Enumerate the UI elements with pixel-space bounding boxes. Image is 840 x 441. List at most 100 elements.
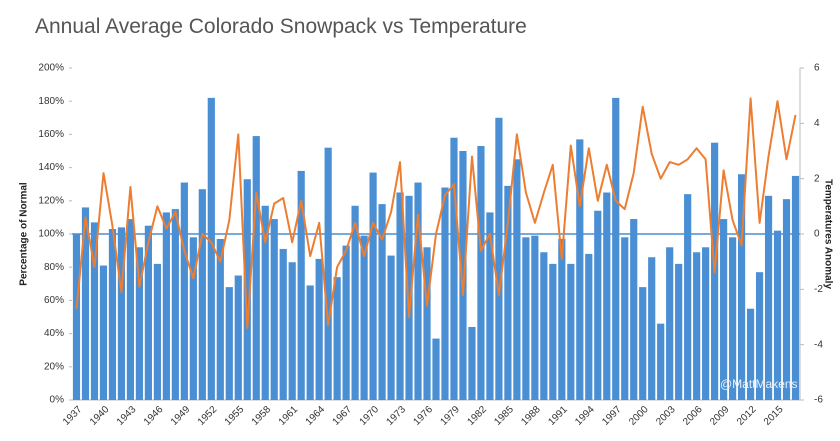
bar	[360, 235, 368, 400]
x-tick-label: 2009	[708, 404, 732, 428]
x-tick-label: 1949	[169, 404, 193, 428]
bar	[693, 252, 701, 400]
bar	[755, 272, 764, 400]
bar	[351, 205, 359, 400]
chart-title: Annual Average Colorado Snowpack vs Temp…	[35, 15, 527, 38]
y-tick-label: 120%	[38, 195, 64, 206]
bar	[558, 238, 566, 400]
bar	[657, 323, 665, 400]
bar	[585, 253, 593, 400]
bar	[666, 247, 674, 400]
y-tick-label: 60%	[44, 295, 64, 306]
bar	[225, 287, 233, 400]
bar	[603, 192, 611, 400]
bar	[270, 219, 278, 400]
bar	[342, 245, 350, 400]
bar	[764, 195, 773, 400]
bar	[459, 151, 467, 400]
y2-tick-label: -4	[814, 339, 823, 350]
y-tick-label: 0%	[50, 395, 65, 406]
x-tick-label: 2006	[681, 404, 705, 428]
bar	[234, 275, 242, 400]
y2-tick-label: 6	[814, 63, 820, 74]
bar	[171, 209, 179, 400]
bar	[782, 199, 791, 400]
y2-axis-title: Temperatures Anomaly	[822, 179, 833, 289]
x-tick-label: 1997	[600, 404, 624, 428]
y-tick-label: 180%	[38, 96, 64, 107]
bar	[306, 285, 314, 400]
bar	[180, 182, 188, 400]
y-tick-label: 20%	[44, 361, 64, 372]
bar	[261, 205, 269, 400]
y2-tick-label: 4	[814, 118, 820, 129]
bar	[126, 219, 135, 400]
y-tick-label: 40%	[44, 328, 64, 339]
bar	[531, 235, 539, 400]
x-tick-label: 1967	[331, 404, 355, 428]
bar	[288, 262, 296, 400]
y-axis-title: Percentage of Normal	[19, 182, 30, 286]
bar	[567, 263, 575, 400]
y-tick-label: 140%	[38, 162, 64, 173]
bar	[414, 182, 422, 400]
x-tick-label: 1976	[411, 404, 435, 428]
bar	[315, 258, 323, 400]
x-tick-label: 2012	[735, 404, 759, 428]
bar	[576, 139, 584, 400]
bar	[369, 172, 377, 400]
bar	[639, 287, 647, 400]
y2-tick-label: -6	[814, 395, 823, 406]
bar	[522, 237, 530, 400]
bar	[117, 227, 126, 400]
x-tick-label: 1994	[573, 404, 597, 428]
bar	[297, 170, 305, 400]
bar	[737, 174, 746, 400]
bar	[72, 234, 81, 400]
x-tick-label: 1940	[88, 404, 112, 428]
bar	[324, 147, 332, 400]
x-tick-label: 1991	[546, 404, 570, 428]
x-tick-label: 2015	[762, 404, 786, 428]
bar	[135, 247, 144, 400]
bar	[468, 326, 476, 400]
bar	[216, 238, 224, 400]
y-tick-label: 200%	[38, 63, 64, 74]
bar	[405, 195, 413, 400]
x-tick-label: 1988	[519, 404, 543, 428]
line	[75, 97, 797, 330]
y2-tick-label: -2	[814, 284, 823, 295]
bar	[450, 137, 458, 400]
x-tick-label: 1973	[385, 404, 409, 428]
x-tick-label: 1982	[465, 404, 489, 428]
bar	[648, 257, 656, 400]
x-tick-label: 1961	[277, 404, 301, 428]
bar	[495, 117, 503, 401]
x-tick-label: 2000	[627, 404, 651, 428]
bar	[387, 255, 395, 400]
x-tick-label: 1979	[438, 404, 462, 428]
bar	[252, 136, 260, 400]
x-tick-label: 1937	[61, 404, 85, 428]
bar	[702, 247, 710, 400]
bar	[441, 187, 449, 400]
y-tick-label: 80%	[44, 262, 64, 273]
x-tick-label: 1943	[115, 404, 139, 428]
bar	[594, 210, 602, 400]
bar	[432, 338, 440, 400]
bar	[720, 219, 728, 400]
bar	[333, 277, 341, 400]
y-tick-label: 160%	[38, 129, 64, 140]
bar	[513, 159, 521, 400]
bar	[108, 229, 117, 400]
x-tick-label: 1985	[492, 404, 516, 428]
bar	[504, 185, 512, 400]
x-tick-label: 1970	[358, 404, 382, 428]
bar	[279, 248, 287, 400]
y2-tick-label: 2	[814, 173, 820, 184]
bar	[90, 222, 99, 400]
y-tick-label: 100%	[38, 229, 64, 240]
bar	[189, 237, 197, 400]
bar	[621, 237, 629, 400]
bar	[396, 192, 404, 400]
